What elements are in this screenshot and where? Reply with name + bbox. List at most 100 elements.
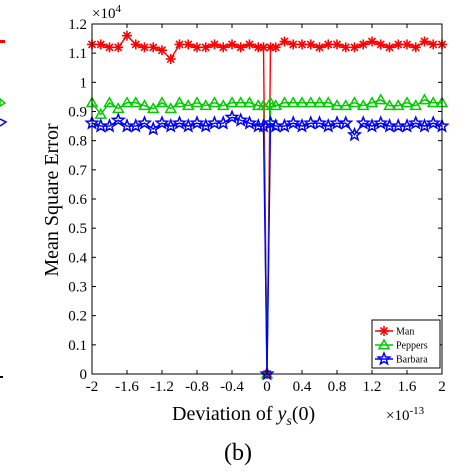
data-point [163, 118, 179, 133]
data-point [297, 39, 307, 50]
data-point [400, 96, 414, 108]
y-tick-label: 0 [80, 367, 88, 383]
x-tick-label: 1.2 [363, 379, 382, 395]
data-point [355, 115, 371, 130]
x-tick-label: -0.8 [185, 379, 209, 395]
data-point [234, 96, 248, 108]
data-point [154, 115, 170, 130]
y-axis-ticks: 0 0.1 0.2 0.3 0.4 0.5 0.6 0.7 0.8 0.9 1 1.1 1.2 [68, 17, 442, 383]
data-point [171, 115, 188, 130]
x-tick-label: -2 [86, 379, 99, 395]
y-tick-label: 0.3 [68, 280, 87, 296]
series-layer [84, 30, 450, 381]
legend-entry-man: Man [375, 326, 414, 338]
data-point [128, 118, 144, 133]
x-tick-label: 2 [438, 379, 446, 395]
data-point [157, 45, 167, 56]
y-tick-label: 0.8 [68, 134, 87, 150]
data-point [208, 96, 221, 108]
y-tick-label: 0.5 [68, 221, 87, 237]
legend-marker [377, 338, 391, 350]
x-axis-label: Deviation of ys(0) [172, 403, 315, 429]
data-point [200, 42, 211, 53]
data-point [402, 39, 412, 50]
data-point [383, 99, 396, 111]
data-point [364, 118, 380, 133]
data-point [164, 102, 178, 114]
data-point [146, 102, 160, 114]
series-barbara [84, 109, 450, 381]
data-point [264, 96, 277, 108]
legend-entry-barbara: Barbara [375, 350, 428, 366]
legend: Man Peppers Barbara [371, 319, 441, 369]
data-point [113, 42, 124, 53]
data-point [218, 42, 229, 53]
x-multiplier: ×10-13 [386, 405, 425, 424]
data-point [428, 39, 439, 50]
legend-marker [376, 350, 392, 366]
fragment-blue-marker [0, 118, 8, 127]
x-tick-label: 1.6 [398, 379, 417, 395]
data-point [120, 96, 134, 108]
data-point [391, 99, 405, 111]
fragment-green-marker [0, 98, 7, 107]
data-point [279, 36, 290, 47]
y-multiplier: ×104 [92, 3, 121, 22]
data-point [374, 93, 388, 105]
data-point [225, 96, 239, 108]
data-point [278, 96, 291, 108]
data-point [235, 42, 246, 53]
x-tick-label: 0.8 [328, 379, 347, 395]
data-point [321, 96, 335, 108]
data-point [408, 115, 424, 130]
data-point [384, 42, 395, 53]
data-point [294, 118, 310, 133]
legend-entry-peppers: Peppers [375, 338, 428, 352]
data-point [332, 39, 342, 50]
data-point [192, 42, 202, 53]
data-point [174, 39, 185, 50]
data-point [393, 39, 404, 50]
data-point [190, 96, 204, 108]
panel-label: (b) [224, 440, 252, 466]
data-point [110, 112, 126, 127]
fragment-red-marker [0, 40, 5, 43]
data-point [313, 96, 326, 108]
data-point [189, 115, 205, 130]
data-point [323, 39, 334, 50]
data-point [418, 93, 431, 105]
legend-label: Barbara [396, 355, 428, 366]
data-point [346, 126, 363, 142]
data-point [426, 96, 440, 108]
legend-marker [379, 326, 389, 336]
x-tick-label: -1.6 [115, 379, 139, 395]
y-tick-label: 0.2 [68, 309, 87, 325]
data-point [165, 54, 176, 64]
y-tick-label: 1.1 [68, 46, 87, 62]
x-axis-ticks: -2 -1.6 -1.2 -0.8 -0.4 0 0.4 0.8 1.2 1.6 2 [86, 24, 446, 395]
data-point [339, 99, 353, 111]
data-point [139, 42, 150, 53]
data-point [348, 96, 361, 108]
y-tick-label: 0.6 [68, 192, 87, 208]
data-point [199, 99, 213, 111]
data-point [259, 365, 275, 381]
data-point [224, 109, 240, 124]
data-point [183, 39, 194, 50]
data-point [320, 118, 336, 133]
y-tick-label: 0.7 [68, 163, 87, 179]
x-tick-label: -1.2 [150, 379, 174, 395]
data-point [180, 118, 196, 133]
data-point [148, 42, 159, 53]
data-point [122, 30, 132, 41]
data-point [340, 42, 351, 53]
y-tick-label: 0.9 [68, 105, 87, 121]
data-point [260, 367, 274, 379]
data-point [269, 99, 283, 111]
data-point [288, 39, 299, 50]
data-point [216, 99, 230, 111]
x-tick-label: -0.4 [220, 379, 244, 395]
data-point [138, 99, 151, 111]
data-point [181, 99, 195, 111]
